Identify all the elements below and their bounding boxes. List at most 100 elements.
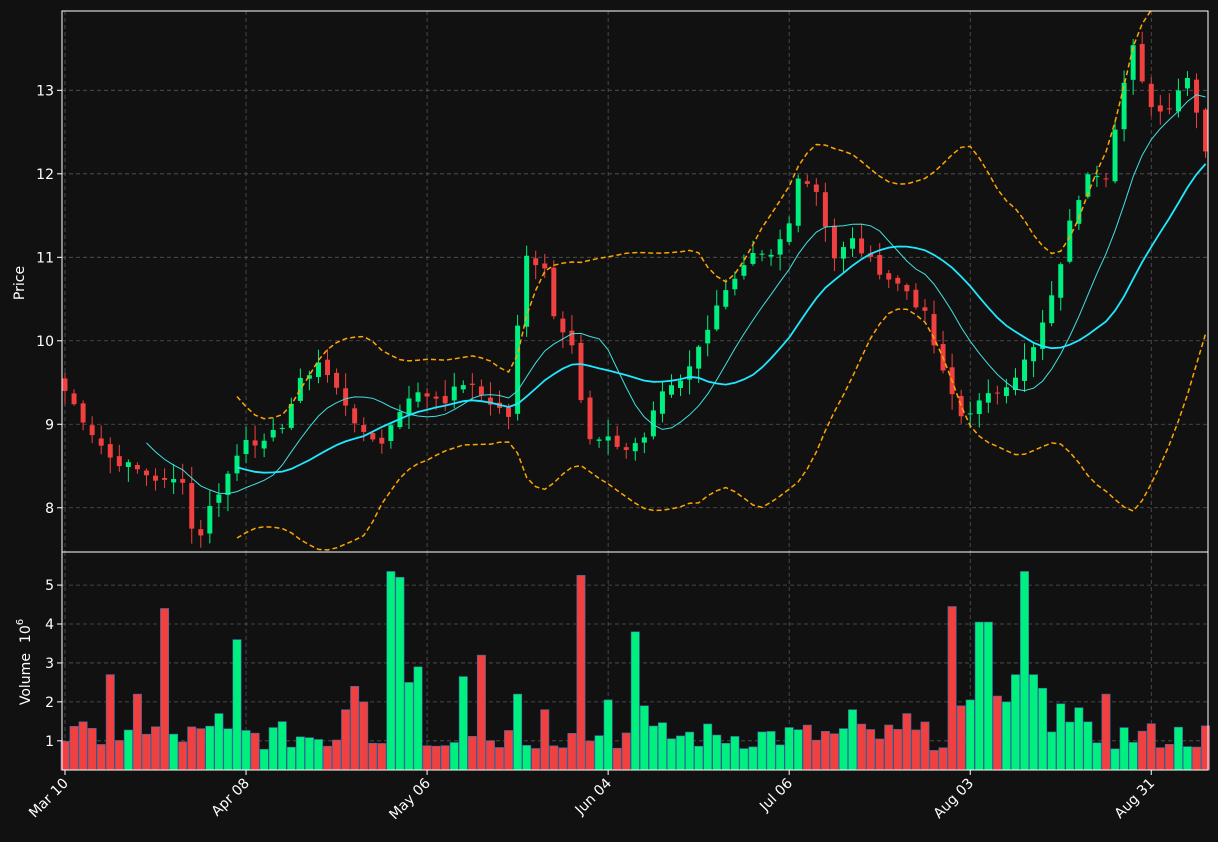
- candle-body: [886, 273, 892, 280]
- volume-bar: [1074, 707, 1084, 771]
- volume-bar: [404, 682, 414, 771]
- candle-body: [1094, 175, 1100, 177]
- candle-body: [678, 380, 684, 388]
- candle-body: [297, 377, 303, 401]
- volume-bar: [1173, 726, 1183, 771]
- volume-bar: [1128, 742, 1138, 771]
- candle-body: [379, 437, 385, 444]
- candle-body: [596, 439, 602, 441]
- candle-body: [325, 359, 331, 376]
- volume-bar: [368, 742, 378, 771]
- candle-body: [831, 225, 837, 259]
- candle-body: [1022, 359, 1028, 381]
- volume-bar: [105, 674, 115, 771]
- volume-bar: [1092, 742, 1102, 771]
- candle-body: [80, 403, 86, 423]
- volume-bar: [603, 699, 613, 771]
- price-tick-label: 11: [36, 250, 54, 266]
- candle-body: [976, 400, 982, 414]
- candle-body: [1067, 220, 1073, 262]
- volume-bar: [223, 728, 233, 771]
- volume-bar: [1047, 731, 1057, 771]
- candle-body: [859, 238, 865, 254]
- candle-body: [1203, 109, 1209, 152]
- volume-bar: [965, 699, 975, 771]
- candle-body: [578, 342, 584, 401]
- candle-body: [62, 378, 68, 391]
- volume-bar: [323, 745, 332, 771]
- candle-body: [415, 392, 421, 402]
- volume-bar: [232, 639, 242, 771]
- upper-band-line: [236, 11, 1152, 420]
- candle-body: [478, 386, 484, 396]
- price-tick-label: 8: [45, 501, 54, 517]
- volume-bar: [241, 730, 251, 771]
- volume-bar: [1110, 748, 1120, 771]
- volume-bar: [929, 750, 939, 771]
- candle-body: [904, 285, 910, 292]
- candle-body: [506, 407, 512, 417]
- volume-bar: [567, 733, 577, 771]
- volume-bar: [621, 732, 631, 771]
- volume-tick-label: 5: [45, 578, 54, 594]
- volume-bar: [802, 724, 812, 771]
- volume-bar: [875, 738, 885, 771]
- volume-bar: [938, 747, 948, 771]
- candle-body: [913, 289, 919, 308]
- candle-body: [723, 290, 729, 307]
- candle-body: [1139, 44, 1145, 82]
- volume-bar: [902, 713, 912, 771]
- volume-bar: [721, 742, 731, 771]
- volume-bar: [884, 724, 894, 771]
- candle-body: [388, 425, 394, 441]
- candle-body: [162, 477, 168, 480]
- candle-body: [614, 435, 620, 447]
- candle-body: [1076, 200, 1082, 224]
- candle-body: [650, 410, 656, 437]
- volume-axis-label-text: Volume: [18, 653, 34, 705]
- volume-bar: [703, 723, 713, 771]
- volume-bar: [748, 746, 758, 771]
- volume-bar: [694, 745, 704, 771]
- volume-bar: [205, 725, 215, 771]
- volume-panel-frame: [61, 551, 1209, 771]
- candle-body: [795, 178, 801, 226]
- volume-bar: [630, 631, 640, 771]
- volume-bar: [829, 733, 839, 771]
- candle-body: [768, 254, 774, 257]
- candle-body: [107, 444, 113, 458]
- volume-bar: [476, 654, 486, 771]
- price-panel: [62, 11, 1209, 551]
- volume-panel: [60, 571, 1211, 771]
- candle-body: [696, 346, 702, 369]
- volume-bar: [114, 740, 124, 771]
- volume-axis-label: Volume 106: [15, 619, 34, 705]
- candle-body: [433, 396, 439, 399]
- candle-body: [352, 408, 358, 424]
- volume-bar: [151, 726, 160, 771]
- ma-fast-line: [146, 94, 1206, 495]
- volume-bar: [1192, 746, 1201, 771]
- volume-bar: [1001, 701, 1011, 771]
- volume-bar: [956, 705, 966, 771]
- volume-tick-label: 4: [45, 617, 54, 633]
- volume-bar: [1137, 730, 1147, 771]
- volume-bar: [585, 740, 595, 771]
- volume-bar: [911, 729, 921, 771]
- candle-body: [306, 375, 312, 379]
- volume-bar: [196, 728, 206, 771]
- candle-body: [252, 440, 258, 446]
- candle-body: [1103, 178, 1109, 180]
- volume-bar: [123, 729, 133, 771]
- volume-bar: [839, 728, 848, 771]
- candle-body: [687, 366, 693, 380]
- candle-body: [822, 192, 828, 227]
- volume-bar: [531, 748, 541, 771]
- candle-body: [180, 479, 186, 483]
- volume-bar: [449, 742, 459, 771]
- volume-bar: [169, 733, 179, 771]
- candle-body: [1184, 77, 1190, 89]
- volume-bar: [386, 571, 396, 771]
- volume-bar: [359, 701, 369, 771]
